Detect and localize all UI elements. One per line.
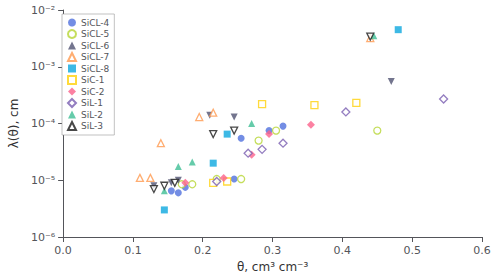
svg-text:0.2: 0.2 xyxy=(194,244,212,257)
svg-text:SiC-2: SiC-2 xyxy=(81,87,104,97)
svg-text:SiCL-6: SiCL-6 xyxy=(81,41,110,51)
svg-text:10⁻⁶: 10⁻⁶ xyxy=(31,231,56,244)
svg-text:0.3: 0.3 xyxy=(264,244,282,257)
svg-text:0.1: 0.1 xyxy=(124,244,142,257)
svg-text:SiL-1: SiL-1 xyxy=(81,98,103,108)
svg-text:θ, cm³ cm⁻³: θ, cm³ cm⁻³ xyxy=(237,260,309,274)
svg-text:10⁻⁵: 10⁻⁵ xyxy=(31,174,55,187)
svg-text:0.5: 0.5 xyxy=(403,244,421,257)
svg-text:SiCL-4: SiCL-4 xyxy=(81,18,110,28)
svg-text:0.0: 0.0 xyxy=(54,244,72,257)
svg-text:SiCL-8: SiCL-8 xyxy=(81,64,110,74)
svg-text:λ(θ), cm: λ(θ), cm xyxy=(7,99,21,149)
svg-text:SiL-2: SiL-2 xyxy=(81,110,103,120)
svg-text:SiCL-5: SiCL-5 xyxy=(81,29,109,39)
svg-text:SiL-3: SiL-3 xyxy=(81,121,103,131)
svg-text:10⁻²: 10⁻² xyxy=(31,4,55,17)
svg-text:SiCL-7: SiCL-7 xyxy=(81,52,109,62)
svg-text:0.6: 0.6 xyxy=(473,244,491,257)
svg-text:10⁻³: 10⁻³ xyxy=(31,60,55,73)
svg-text:0.4: 0.4 xyxy=(334,244,352,257)
svg-text:10⁻⁴: 10⁻⁴ xyxy=(31,117,56,130)
svg-text:SiC-1: SiC-1 xyxy=(81,75,104,85)
